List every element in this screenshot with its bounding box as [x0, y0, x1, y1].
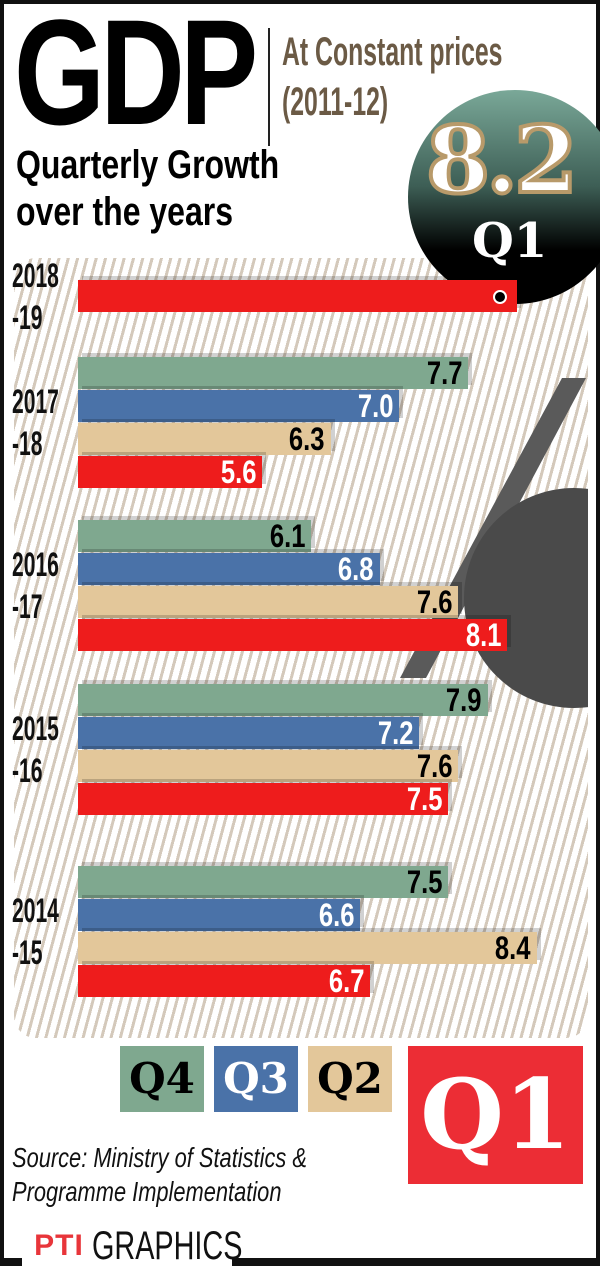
bar-value-label: 7.5: [406, 781, 443, 817]
bar-value-label: 6.3: [289, 421, 325, 457]
pti-logo: PTI: [32, 1228, 86, 1264]
legend-q1-label: Q1: [420, 1058, 571, 1171]
bar-q4: 7.5: [78, 864, 449, 900]
bar-q1: [78, 280, 518, 312]
source-line2: Programme Implementation: [12, 1176, 282, 1207]
bar-q3: 7.0: [78, 388, 400, 424]
title: GDP: [14, 0, 258, 156]
legend-q2-label: Q2: [317, 1054, 383, 1103]
year-label: 2015 -16: [12, 708, 59, 792]
bar-value-label: 7.6: [416, 748, 453, 784]
heading-line1: Quarterly Growth: [16, 143, 280, 187]
heading-line2: over the years: [16, 190, 234, 234]
bar-value-label: 5.6: [220, 454, 257, 490]
subtitle-line1: At Constant prices: [282, 30, 503, 74]
legend-q4-label: Q4: [129, 1054, 195, 1103]
year-label-line: 2016: [12, 546, 59, 584]
bar-value-label: 6.7: [328, 963, 365, 999]
bar-q3: 6.6: [78, 897, 361, 933]
decor-circle: [464, 488, 588, 708]
year-label-line: -19: [12, 298, 43, 337]
subtitle-line2: (2011-12): [282, 80, 389, 124]
year-label: 2014 -15: [12, 890, 59, 974]
legend-q1: Q1: [408, 1046, 583, 1184]
highlight-circle: [408, 90, 600, 304]
bar-value-label: 7.5: [406, 864, 443, 900]
bar-value-label: 7.6: [416, 584, 453, 620]
divider: [268, 28, 270, 146]
year-label-line: -16: [12, 752, 43, 790]
bar-value-label: 7.7: [426, 355, 463, 391]
highlight-value: 8.2: [424, 106, 580, 214]
year-label-line: 2017: [12, 383, 59, 421]
bar-q1: 5.6: [78, 454, 263, 490]
bar-value-label: 6.6: [318, 897, 355, 933]
bar-value-label: 8.1: [465, 617, 502, 653]
year-label-line: 2014: [12, 892, 59, 930]
bar-q1: 8.1: [78, 617, 508, 653]
year-label-line: -15: [12, 934, 43, 972]
bar-value-label: 6.1: [269, 518, 306, 554]
year-label: 2017 -18: [12, 381, 59, 465]
year-label: 2018 -19: [12, 255, 59, 339]
heading: Quarterly Growth over the years: [16, 142, 279, 236]
source-line1: Source: Ministry of Statistics &: [12, 1142, 307, 1173]
year-label-line: 2018: [12, 256, 59, 295]
bar-q4: 7.9: [78, 684, 488, 716]
pti-brand: PTI: [34, 1229, 84, 1262]
bar-value-label: 7.0: [357, 388, 394, 424]
highlight-quarter: Q1: [472, 213, 548, 269]
bar-q2: 6.3: [78, 423, 331, 455]
bar-q4: 6.1: [78, 518, 312, 554]
bar-q1: 7.5: [78, 781, 449, 817]
legend-q2: Q2: [308, 1046, 392, 1112]
year-label-line: -17: [12, 588, 43, 626]
bar-q2: 7.6: [78, 748, 459, 784]
bar-q2: 7.6: [78, 584, 459, 620]
graphics-label: GRAPHICS: [92, 1224, 243, 1268]
legend-q3-label: Q3: [223, 1054, 289, 1103]
bar-q4: 7.7: [78, 355, 469, 391]
bar-value-label: 8.4: [495, 930, 531, 966]
year-label-line: 2015: [12, 710, 59, 748]
year-label: 2016 -17: [12, 544, 59, 628]
legend-q3: Q3: [214, 1046, 298, 1112]
legend-q4: Q4: [120, 1046, 204, 1112]
bar-value-label: 7.9: [446, 682, 482, 718]
bar-value-label: 7.2: [377, 715, 414, 751]
bottom-rule: [0, 1258, 600, 1266]
year-label-line: -18: [12, 425, 43, 463]
bar-q2: 8.4: [78, 932, 537, 964]
highlight-marker-icon: [493, 290, 508, 304]
bar-q3: 6.8: [78, 553, 380, 585]
bar-value-label: 6.8: [338, 551, 374, 587]
bar-q1: 6.7: [78, 963, 371, 999]
bar-q3: 7.2: [78, 715, 420, 751]
